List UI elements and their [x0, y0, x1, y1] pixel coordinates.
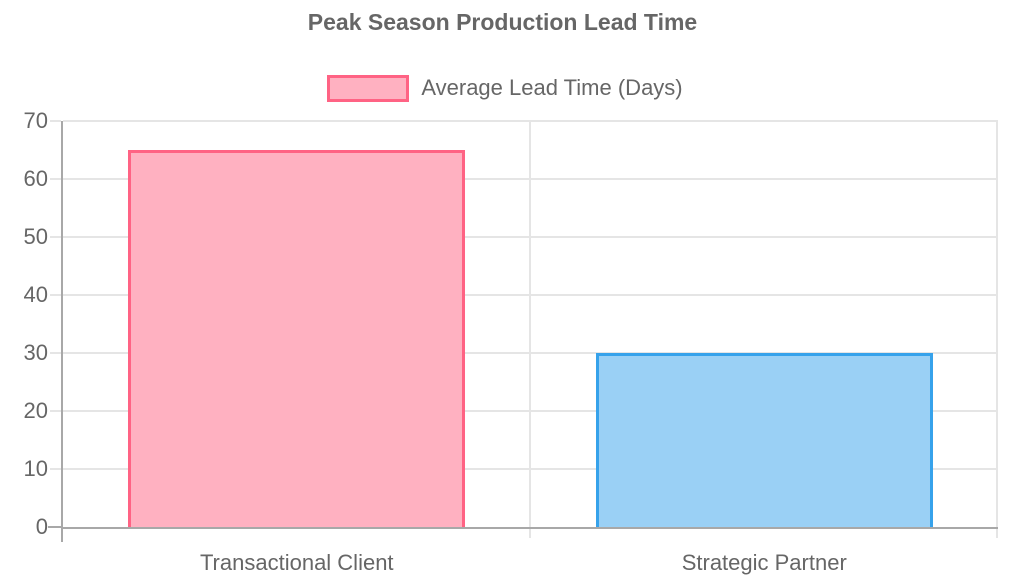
y-tick-mark [48, 526, 61, 528]
y-tick-mark [50, 352, 61, 354]
y-tick-label-70: 70 [23, 108, 48, 133]
y-tick-mark [50, 236, 61, 238]
legend-label: Average Lead Time (Days) [421, 75, 683, 100]
y-tick-label-30: 30 [23, 340, 48, 365]
legend: Average Lead Time (Days) [0, 74, 1010, 102]
x-axis-label-strategic-partner: Strategic Partner [681, 550, 847, 575]
legend-item-average-lead-time[interactable]: Average Lead Time (Days) [327, 74, 683, 102]
y-tick-mark [50, 178, 61, 180]
y-tick-mark [50, 294, 61, 296]
y-tick-mark [50, 120, 61, 122]
bar-transactional-client[interactable] [128, 150, 465, 527]
y-tick-mark [50, 410, 61, 412]
x-axis-label-transactional-client: Transactional Client [199, 550, 394, 575]
y-tick-mark [50, 468, 61, 470]
chart-title: Peak Season Production Lead Time [307, 9, 698, 35]
y-tick-label-50: 50 [23, 224, 48, 249]
gridline-vertical [529, 120, 531, 527]
x-tick-mark [529, 529, 531, 538]
x-axis-origin-tick [61, 529, 63, 542]
gridline-vertical [996, 120, 998, 527]
y-tick-label-20: 20 [23, 398, 48, 423]
y-tick-label-40: 40 [23, 282, 48, 307]
x-tick-mark [996, 529, 998, 538]
y-tick-label-10: 10 [23, 456, 48, 481]
y-tick-label-0: 0 [35, 514, 48, 539]
legend-swatch [327, 74, 410, 102]
plot-area [61, 120, 998, 529]
y-tick-label-60: 60 [23, 166, 48, 191]
bar-strategic-partner[interactable] [596, 353, 933, 527]
